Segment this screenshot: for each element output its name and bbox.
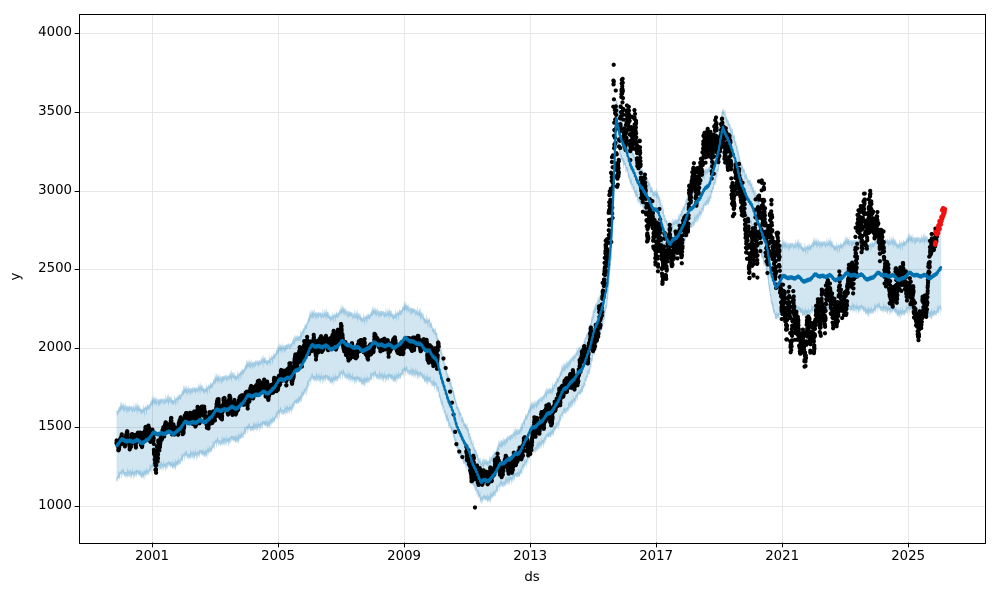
y-tick-label: 1000 [38, 497, 72, 513]
y-tick-label: 3000 [38, 182, 72, 198]
y-tick-label: 2500 [38, 261, 72, 277]
y-tick-label: 2000 [38, 340, 72, 356]
x-axis-label: ds [524, 570, 540, 585]
y-tick-label: 1500 [38, 419, 72, 435]
y-axis-label: y [8, 272, 24, 280]
x-tick-label: 2009 [387, 549, 422, 564]
y-tick-label: 3500 [38, 103, 72, 119]
x-tick-label: 2017 [639, 549, 674, 564]
x-tick-label: 2001 [135, 549, 169, 564]
x-tick-label: 2005 [261, 549, 295, 564]
x-tick-label: 2013 [513, 549, 548, 564]
x-tick-label: 2021 [765, 549, 800, 564]
y-tick-label: 4000 [38, 24, 72, 40]
x-tick-label: 2025 [891, 549, 926, 564]
